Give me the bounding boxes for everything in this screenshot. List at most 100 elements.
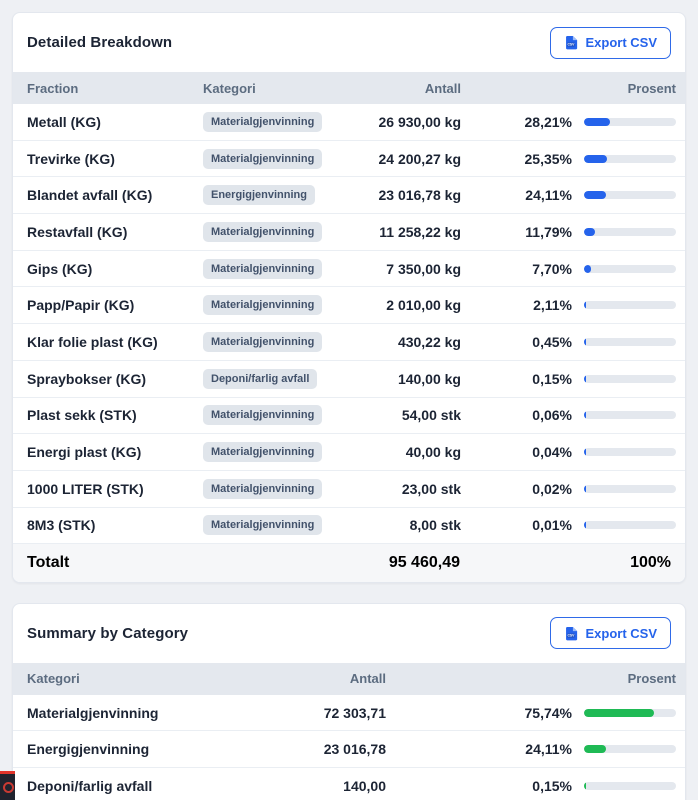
table-row: Materialgjenvinning 72 303,71 75,74% xyxy=(13,694,685,732)
progress-bar xyxy=(584,337,676,346)
page-title: Detailed Breakdown xyxy=(27,34,173,51)
detailed-table: Fraction Kategori Antall Prosent Metall … xyxy=(13,72,685,582)
kategori-badge: Materialgjenvinning xyxy=(203,258,323,279)
antall-cell: 2 010,00 kg xyxy=(336,286,461,325)
prosent-value: 7,70% xyxy=(532,260,572,277)
progress-bar xyxy=(584,117,676,126)
fraction-cell: Restavfall (KG) xyxy=(13,213,203,251)
fraction-cell: Klar folie plast (KG) xyxy=(13,323,203,361)
prosent-value: 28,21% xyxy=(524,113,572,130)
antall-cell: 40,00 kg xyxy=(336,433,461,471)
antall-cell: 54,00 stk xyxy=(336,397,461,435)
progress-bar xyxy=(584,191,676,200)
progress-bar xyxy=(584,745,676,754)
detailed-total-row: Totalt 95 460,49 100% xyxy=(13,543,685,582)
progress-bar xyxy=(584,448,676,457)
detailed-breakdown-card: Detailed Breakdown CSV Export CSV Fracti… xyxy=(12,12,686,583)
fraction-cell: Gips (KG) xyxy=(13,250,203,288)
antall-cell: 23 016,78 kg xyxy=(336,176,461,215)
progress-bar xyxy=(584,484,676,493)
export-csv-button[interactable]: CSV Export CSV xyxy=(550,26,671,59)
kategori-badge: Deponi/farlig avfall xyxy=(203,368,318,389)
column-header-prosent: Prosent xyxy=(461,72,685,104)
prosent-value: 2,11% xyxy=(533,297,572,314)
column-header-prosent: Prosent xyxy=(386,662,685,695)
progress-bar xyxy=(584,374,676,383)
summary-card-header: Summary by Category CSV Export CSV xyxy=(13,604,685,663)
summary-table: Kategori Antall Prosent Materialgjenvinn… xyxy=(13,662,685,800)
progress-bar xyxy=(584,521,676,530)
table-row: Papp/Papir (KG) Materialgjenvinning 2 010,… xyxy=(13,286,685,325)
table-row: Plast sekk (STK) Materialgjenvinning 54,00… xyxy=(13,397,685,435)
kategori-badge: Materialgjenvinning xyxy=(203,111,323,132)
table-row: Deponi/farlig avfall 140,00 0,15% xyxy=(13,767,685,800)
export-csv-label: Export CSV xyxy=(585,35,657,50)
table-row: Trevirke (KG) Materialgjenvinning 24 200,2… xyxy=(13,140,685,178)
prosent-value: 75,74% xyxy=(524,704,572,721)
column-header-kategori: Kategori xyxy=(203,72,336,104)
antall-cell: 7 350,00 kg xyxy=(336,250,461,288)
antall-cell: 430,22 kg xyxy=(336,323,461,361)
fraction-cell: Energi plast (KG) xyxy=(13,433,203,471)
kategori-cell: Energigjenvinning xyxy=(13,730,253,769)
antall-cell: 26 930,00 kg xyxy=(336,104,461,141)
export-csv-button-summary[interactable]: CSV Export CSV xyxy=(550,617,671,650)
dev-overlay-badge[interactable] xyxy=(0,771,15,800)
prosent-value: 0,45% xyxy=(532,333,572,350)
fraction-cell: Papp/Papir (KG) xyxy=(13,286,203,325)
kategori-badge: Materialgjenvinning xyxy=(203,515,323,536)
progress-bar xyxy=(584,781,676,790)
fraction-cell: Plast sekk (STK) xyxy=(13,397,203,435)
prosent-value: 0,15% xyxy=(532,777,572,794)
detailed-card-header: Detailed Breakdown CSV Export CSV xyxy=(13,13,685,72)
kategori-cell: Deponi/farlig avfall xyxy=(13,767,253,800)
prosent-value: 11,79% xyxy=(525,223,572,240)
prosent-value: 24,11% xyxy=(525,741,572,758)
table-row: Blandet avfall (KG) Energigjenvinning 23 0… xyxy=(13,176,685,215)
table-row: Energi plast (KG) Materialgjenvinning 40,0… xyxy=(13,433,685,471)
progress-bar xyxy=(584,154,676,163)
svg-text:CSV: CSV xyxy=(568,43,576,47)
prosent-value: 0,01% xyxy=(532,517,572,534)
antall-cell: 24 200,27 kg xyxy=(336,140,461,178)
column-header-antall: Antall xyxy=(253,662,386,695)
overlay-badge-icon xyxy=(3,782,14,793)
detailed-table-body: Metall (KG) Materialgjenvinning 26 930,00 … xyxy=(13,104,685,545)
fraction-cell: Trevirke (KG) xyxy=(13,140,203,178)
column-header-antall: Antall xyxy=(336,72,461,104)
detailed-table-header-row: Fraction Kategori Antall Prosent xyxy=(13,72,685,104)
fraction-cell: Spraybokser (KG) xyxy=(13,360,203,398)
summary-table-header-row: Kategori Antall Prosent xyxy=(13,662,685,695)
antall-cell: 140,00 kg xyxy=(336,360,461,398)
table-row: Gips (KG) Materialgjenvinning 7 350,00 kg 7… xyxy=(13,250,685,288)
kategori-badge: Materialgjenvinning xyxy=(203,295,323,316)
progress-bar xyxy=(584,264,676,273)
table-row: Spraybokser (KG) Deponi/farlig avfall 140,… xyxy=(13,360,685,398)
prosent-value: 25,35% xyxy=(524,150,572,167)
total-label: Totalt xyxy=(13,543,203,582)
export-csv-label: Export CSV xyxy=(585,625,657,641)
csv-file-icon: CSV xyxy=(564,35,579,50)
prosent-value: 0,02% xyxy=(532,480,572,497)
fraction-cell: Metall (KG) xyxy=(13,104,203,141)
kategori-badge: Materialgjenvinning xyxy=(203,405,323,426)
kategori-cell: Materialgjenvinning xyxy=(13,694,253,732)
prosent-value: 0,15% xyxy=(532,370,572,387)
prosent-value: 0,06% xyxy=(532,407,572,424)
fraction-cell: 8M3 (STK) xyxy=(13,507,203,545)
progress-bar xyxy=(584,227,676,236)
summary-by-category-card: Summary by Category CSV Export CSV Kateg… xyxy=(12,602,686,800)
antall-cell: 72 303,71 xyxy=(253,694,386,732)
table-row: Klar folie plast (KG) Materialgjenvinning… xyxy=(13,323,685,361)
kategori-badge: Materialgjenvinning xyxy=(203,478,323,499)
total-antall: 95 460,49 xyxy=(336,543,461,582)
svg-text:CSV: CSV xyxy=(568,633,576,637)
progress-bar xyxy=(584,301,676,310)
kategori-badge: Materialgjenvinning xyxy=(203,331,323,352)
table-row: Restavfall (KG) Materialgjenvinning 11 258… xyxy=(13,213,685,251)
table-row: 1000 LITER (STK) Materialgjenvinning 23,00… xyxy=(13,470,685,508)
antall-cell: 11 258,22 kg xyxy=(336,213,461,251)
kategori-badge: Materialgjenvinning xyxy=(203,148,323,169)
prosent-value: 0,04% xyxy=(532,444,572,461)
kategori-badge: Materialgjenvinning xyxy=(203,221,323,242)
